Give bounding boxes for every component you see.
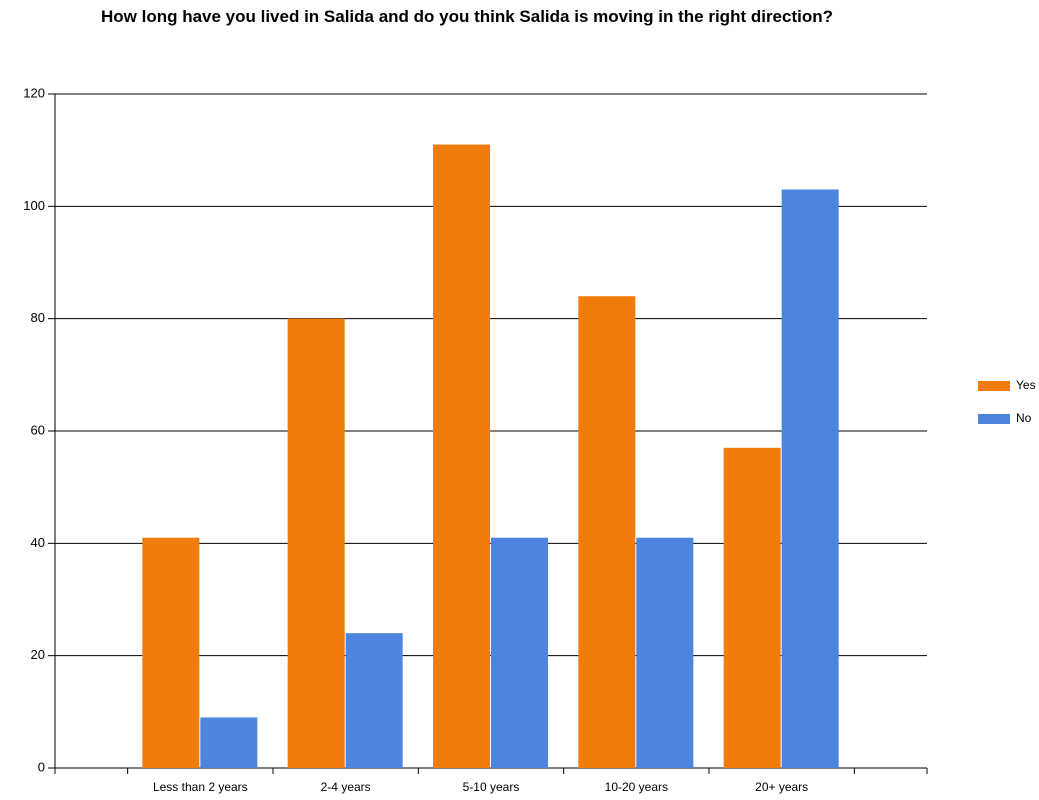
y-tick-label: 120 bbox=[23, 85, 45, 100]
x-tick-label: 2-4 years bbox=[321, 780, 371, 794]
bar bbox=[142, 537, 200, 768]
legend-label: Yes bbox=[1016, 378, 1036, 392]
x-tick-label: 5-10 years bbox=[463, 780, 520, 794]
bar bbox=[723, 447, 781, 768]
bar bbox=[781, 189, 839, 768]
legend-swatch bbox=[978, 414, 1010, 424]
y-tick-label: 80 bbox=[31, 310, 45, 325]
bar bbox=[433, 144, 490, 769]
bar bbox=[578, 296, 636, 768]
x-tick-label: 20+ years bbox=[755, 780, 808, 794]
x-tick-label: Less than 2 years bbox=[153, 780, 248, 794]
bar bbox=[636, 537, 694, 768]
y-tick-label: 60 bbox=[31, 422, 45, 437]
y-tick-label: 20 bbox=[31, 647, 45, 662]
legend-swatch bbox=[978, 381, 1010, 391]
bar bbox=[287, 318, 345, 768]
bar bbox=[491, 537, 548, 768]
y-tick-label: 40 bbox=[31, 535, 45, 550]
bar bbox=[345, 633, 403, 768]
bar bbox=[200, 717, 258, 768]
y-tick-label: 0 bbox=[38, 759, 45, 774]
legend-label: No bbox=[1016, 411, 1032, 425]
y-tick-label: 100 bbox=[23, 198, 45, 213]
chart-title: How long have you lived in Salida and do… bbox=[100, 7, 834, 26]
x-tick-label: 10-20 years bbox=[605, 780, 668, 794]
